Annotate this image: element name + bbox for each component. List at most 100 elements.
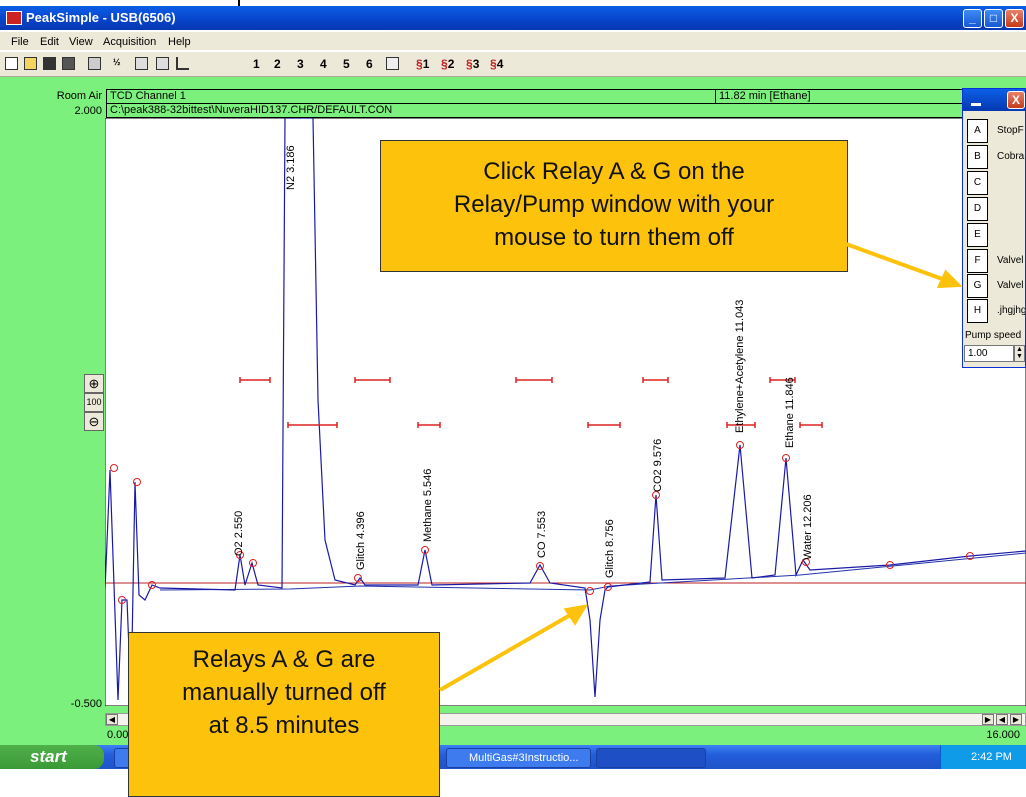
relay-key[interactable]: B: [967, 145, 988, 169]
peak-label: CO2 9.576: [652, 439, 664, 492]
relay-number: 3: [472, 57, 480, 71]
start-button[interactable]: start: [0, 745, 104, 769]
scroll-right[interactable]: ▶: [982, 714, 994, 725]
sample-name: Room Air: [56, 90, 102, 102]
channel-box: TCD Channel 1: [106, 89, 716, 104]
scroll-left-2[interactable]: ◀: [996, 714, 1008, 725]
file-box: C:\peak388-32bittest\NuveraHID137.CHR/DE…: [106, 103, 965, 118]
title-bar: [0, 6, 1026, 30]
x-start-label: 0.000: [107, 729, 135, 741]
integration-windows: [239, 377, 823, 428]
relay-key[interactable]: A: [967, 119, 988, 143]
callout-line: Relay/Pump window with your: [453, 191, 775, 218]
chromatogram-trace: [105, 118, 1026, 701]
menu-item[interactable]: View: [69, 36, 93, 48]
relay-button[interactable]: §4: [490, 57, 504, 71]
print-icon[interactable]: [88, 57, 101, 70]
relay-minimize[interactable]: [971, 93, 981, 106]
task-button[interactable]: MultiGas#3Instructio...: [446, 748, 591, 768]
pump-input[interactable]: 1.00: [964, 345, 1014, 362]
pump-spinner[interactable]: ▲ ▼: [1014, 345, 1025, 362]
open-icon[interactable]: [24, 57, 37, 70]
relay-label: StopF: [997, 125, 1024, 136]
minimize-button[interactable]: _: [963, 9, 982, 28]
channel-button[interactable]: 4: [320, 57, 327, 71]
pump-label: Pump speed: [965, 330, 1022, 341]
menu-item[interactable]: File: [11, 36, 29, 48]
channel-button[interactable]: 3: [297, 57, 304, 71]
callout-line: at 8.5 minutes: [208, 712, 360, 739]
peak-markers: [110, 441, 974, 604]
relay-number: 2: [447, 57, 455, 71]
axis-icon[interactable]: [176, 57, 189, 70]
cursor-box: 11.82 min [Ethane]: [715, 89, 965, 104]
new-icon[interactable]: [5, 57, 18, 70]
relay-key[interactable]: E: [967, 223, 988, 247]
relay-button[interactable]: §1: [416, 57, 430, 71]
save-all-icon[interactable]: [62, 57, 75, 70]
channel-button[interactable]: 2: [274, 57, 281, 71]
callout-box: Relays A & G are manually turned off at …: [128, 632, 440, 797]
menu-item[interactable]: Help: [168, 36, 191, 48]
app-icon: [6, 11, 22, 25]
relay-key[interactable]: C: [967, 171, 988, 195]
relay-label: Cobra: [997, 151, 1025, 162]
maximize-button[interactable]: □: [984, 9, 1003, 28]
list-icon[interactable]: [156, 57, 169, 70]
peak-label: Glitch 4.396: [355, 511, 367, 570]
menu-bar: File Edit View Acquisition Help: [0, 32, 1026, 50]
peak-label: Ethane 11.846: [784, 377, 796, 448]
peak-label: N2 3.186: [285, 145, 297, 190]
relay-window: X A StopF B Cobra C D E F Valvel G Valve…: [962, 88, 1026, 368]
disabled-icon: [386, 57, 399, 70]
zoom-in-button[interactable]: ⊕: [84, 374, 104, 393]
relay-number: 4: [496, 57, 504, 71]
fit-baseline: [159, 552, 1026, 591]
relay-label: .jhgjhg: [997, 305, 1026, 316]
relay-label: Valvel: [997, 280, 1024, 291]
number-icon[interactable]: ½: [113, 57, 121, 67]
callout-line: mouse to turn them off: [494, 224, 734, 251]
x-end-label: 16.000: [986, 729, 1020, 741]
relay-key[interactable]: G: [967, 274, 988, 298]
close-button[interactable]: X: [1005, 9, 1024, 28]
peak-label: Water 12.206: [802, 494, 814, 560]
toolbar: ½ 1 2 3 4 5 6 §1 §2 §3 §4: [0, 51, 1026, 77]
menu-item[interactable]: Edit: [40, 36, 59, 48]
zoom-level[interactable]: 100: [84, 393, 104, 412]
system-tray: 2:42 PM: [940, 745, 1026, 769]
results-icon[interactable]: [135, 57, 148, 70]
callout-line: manually turned off: [182, 679, 386, 706]
zoom-out-button[interactable]: ⊖: [84, 412, 104, 431]
relay-label: Valvel: [997, 255, 1024, 266]
scroll-left[interactable]: ◀: [106, 714, 118, 725]
start-label: start: [30, 747, 67, 766]
task-button-active[interactable]: [596, 748, 706, 768]
relay-key[interactable]: H: [967, 299, 988, 323]
menu-item[interactable]: Acquisition: [103, 36, 157, 48]
channel-button[interactable]: 6: [366, 57, 373, 71]
y-top-label: 2.000: [74, 105, 102, 117]
channel-button[interactable]: 1: [253, 57, 260, 71]
callout-line: Click Relay A & G on the: [483, 158, 745, 185]
peak-label: Ethylene+Acetylene 11.043: [734, 300, 746, 433]
window-title: PeakSimple - USB(6506): [26, 10, 176, 25]
relay-button[interactable]: §3: [466, 57, 480, 71]
relay-number: 1: [422, 57, 430, 71]
relay-close[interactable]: X: [1007, 91, 1025, 109]
peak-label: Glitch 8.756: [604, 519, 616, 578]
save-icon[interactable]: [43, 57, 56, 70]
relay-key[interactable]: D: [967, 197, 988, 221]
peak-label: O2 2.550: [233, 511, 245, 556]
y-bottom-label: -0.500: [70, 698, 102, 710]
callout-box: Click Relay A & G on the Relay/Pump wind…: [380, 140, 848, 272]
channel-button[interactable]: 5: [343, 57, 350, 71]
cursor: [238, 0, 240, 10]
peak-label: CO 7.553: [536, 511, 548, 558]
relay-key[interactable]: F: [967, 249, 988, 273]
relay-button[interactable]: §2: [441, 57, 455, 71]
scroll-right-2[interactable]: ▶: [1010, 714, 1022, 725]
callout-line: Relays A & G are: [192, 646, 376, 673]
clock: 2:42 PM: [971, 751, 1012, 763]
